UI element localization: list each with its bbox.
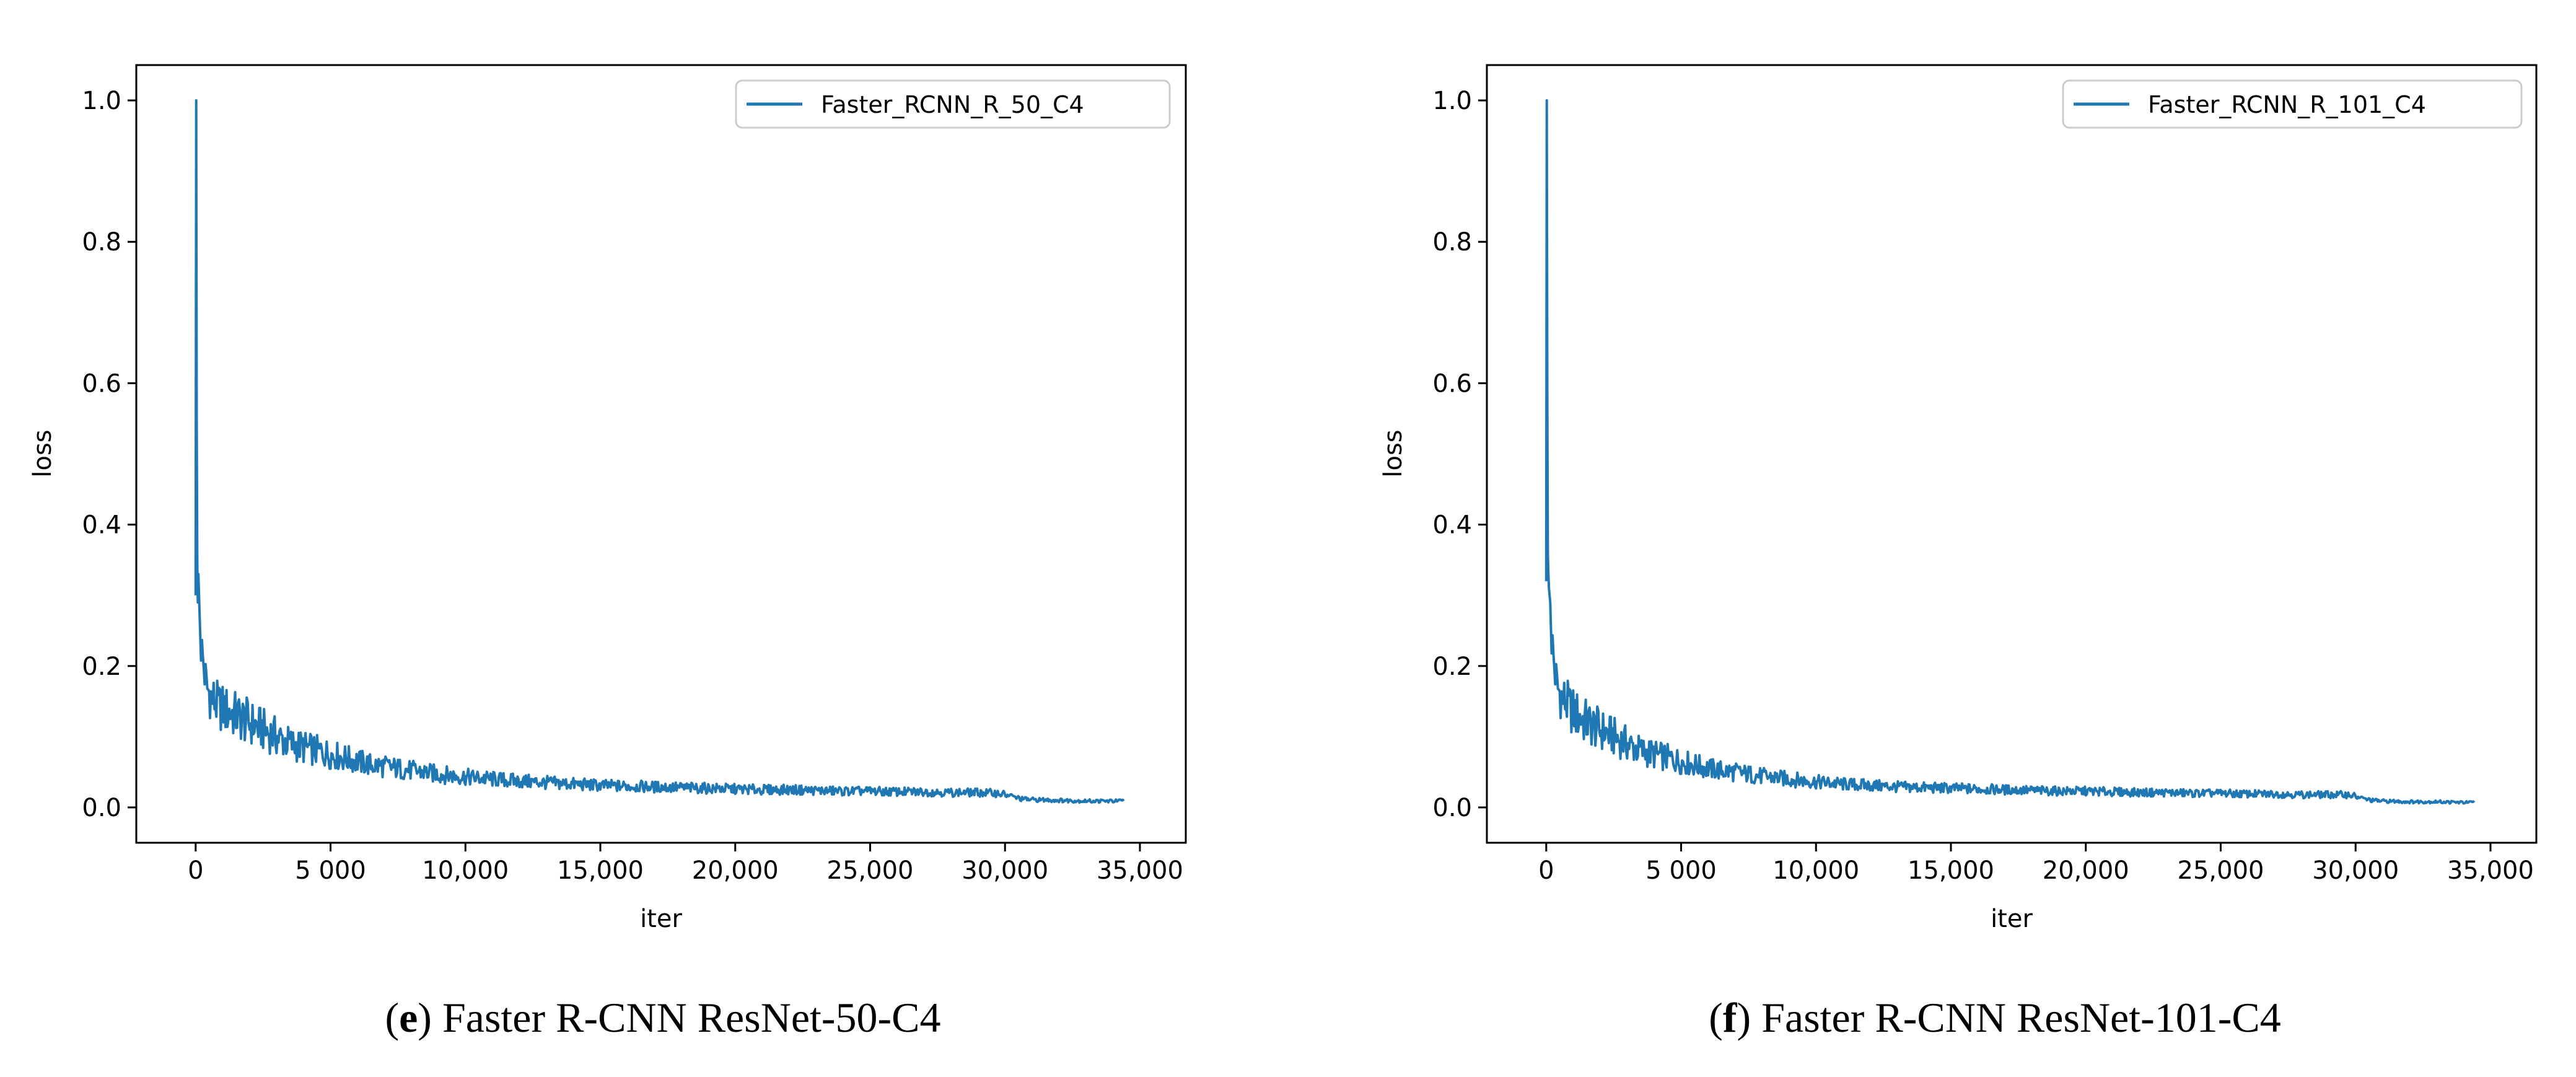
y-tick-label: 0.8 [82, 228, 121, 257]
x-tick-label: 30,000 [2312, 856, 2399, 885]
legend-box [2062, 79, 2523, 129]
loss-series-line [1544, 99, 2476, 805]
loss-series-line [194, 99, 1125, 804]
x-tick-label: 20,000 [2043, 856, 2129, 885]
y-tick-label: 0.4 [82, 511, 121, 540]
caption-close-paren: ) [1737, 994, 1751, 1041]
caption-open-paren: ( [385, 994, 399, 1041]
y-tick-label: 0.0 [1432, 794, 1472, 822]
x-axis-ticks: 0 5 000 10,000 15,000 20,000 25,000 30,000 35,0… [188, 843, 1183, 885]
y-tick-label: 0.4 [1432, 511, 1472, 540]
x-axis-ticks: 0 5 000 10,000 15,000 20,000 25,000 30,000 35,0… [1538, 843, 2534, 885]
y-axis-label: loss [1379, 429, 1408, 477]
x-tick-label: 30,000 [962, 856, 1048, 885]
x-tick-label: 10,000 [1772, 856, 1859, 885]
y-tick-label: 0.6 [1432, 369, 1472, 398]
y-tick-label: 0.6 [82, 369, 121, 398]
figure-caption-f: (f) Faster R-CNN ResNet-101-C4 [1709, 994, 2281, 1041]
plot-frame [1486, 64, 2538, 844]
x-tick-label: 35,000 [2447, 856, 2534, 885]
y-tick-label: 0.2 [82, 653, 121, 681]
x-tick-label: 5 000 [295, 856, 366, 885]
y-axis-label: loss [28, 429, 57, 477]
y-axis-ticks: 0.0 0.2 0.4 0.6 0.8 1.0 [82, 87, 136, 822]
x-tick-label: 0 [1538, 856, 1554, 885]
legend-label: Faster_RCNN_R_101_C4 [2148, 91, 2426, 118]
y-tick-label: 1.0 [82, 87, 121, 115]
legend-box [735, 79, 1171, 129]
x-axis-label: iter [1991, 905, 2033, 933]
x-tick-label: 15,000 [1908, 856, 1994, 885]
y-axis-ticks: 0.0 0.2 0.4 0.6 0.8 1.0 [1432, 87, 1487, 822]
caption-open-paren: ( [1709, 994, 1723, 1041]
plot-frame [135, 64, 1187, 844]
x-tick-label: 20,000 [692, 856, 779, 885]
caption-text: Faster R-CNN ResNet-50-C4 [432, 994, 941, 1041]
legend-label: Faster_RCNN_R_50_C4 [821, 91, 1084, 118]
y-tick-label: 1.0 [1432, 87, 1472, 115]
y-tick-label: 0.2 [1432, 653, 1472, 681]
y-tick-label: 0.8 [1432, 228, 1472, 257]
x-tick-label: 25,000 [827, 856, 914, 885]
chart-panel-e: 0 5 000 10,000 15,000 20,000 25,000 30,000 35,0… [28, 64, 1187, 1041]
x-axis-label: iter [640, 905, 682, 933]
caption-text: Faster R-CNN ResNet-101-C4 [1751, 994, 2281, 1041]
x-tick-label: 15,000 [557, 856, 644, 885]
x-tick-label: 35,000 [1097, 856, 1183, 885]
caption-letter: e [399, 994, 418, 1041]
series-lines [1544, 99, 2476, 805]
chart-panel-f: 0 5 000 10,000 15,000 20,000 25,000 30,000 35,0… [1379, 64, 2538, 1041]
legend: Faster_RCNN_R_101_C4 [2062, 79, 2523, 129]
x-tick-label: 10,000 [422, 856, 509, 885]
x-tick-label: 25,000 [2178, 856, 2264, 885]
figure-caption-e: (e) Faster R-CNN ResNet-50-C4 [385, 994, 940, 1041]
legend: Faster_RCNN_R_50_C4 [735, 79, 1171, 129]
x-tick-label: 0 [188, 856, 203, 885]
caption-letter: f [1723, 994, 1738, 1041]
y-tick-label: 0.0 [82, 794, 121, 822]
series-lines [194, 99, 1125, 804]
caption-close-paren: ) [418, 994, 432, 1041]
x-tick-label: 5 000 [1645, 856, 1717, 885]
